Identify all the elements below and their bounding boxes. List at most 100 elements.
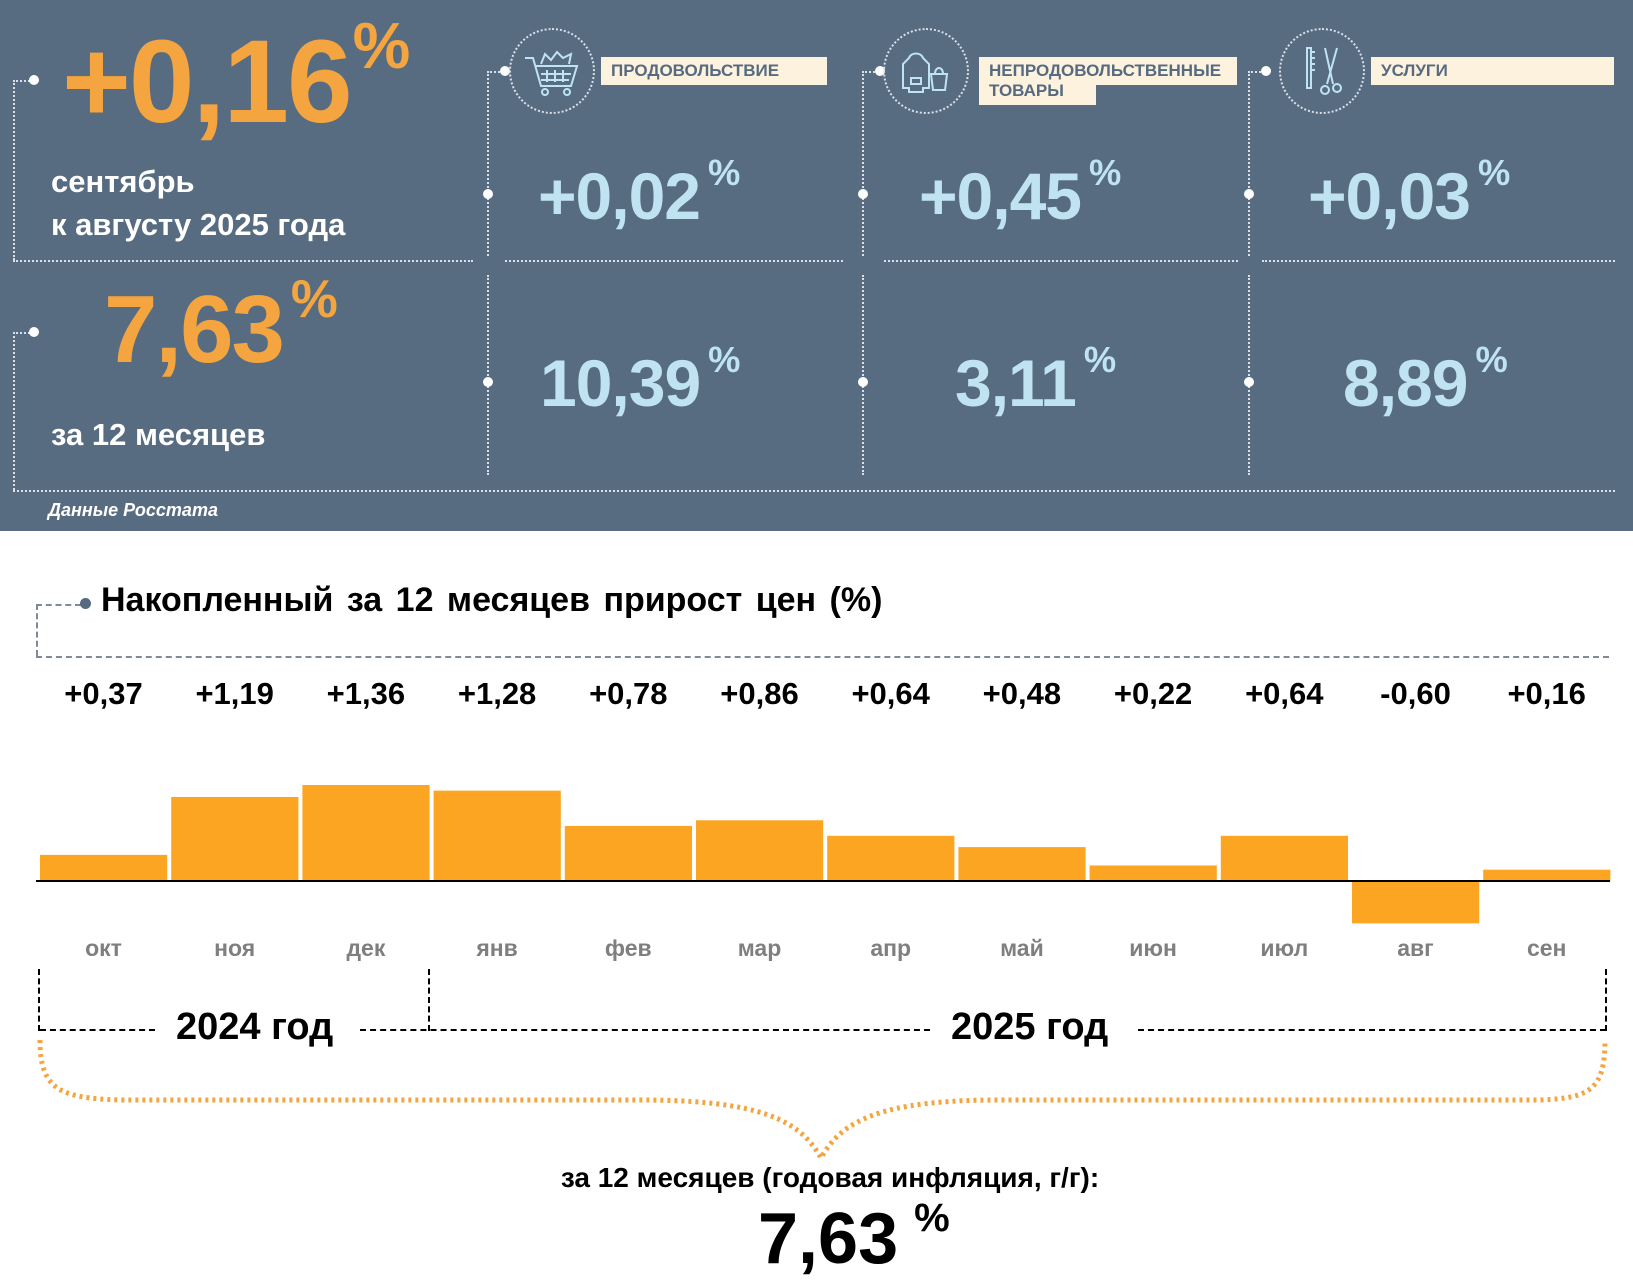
source-note: Данные Росстата [48, 500, 218, 520]
node-dot [858, 377, 868, 387]
year-label-2024: 2024 год [176, 1006, 334, 1048]
node-dot [483, 189, 493, 199]
shopping-cart-icon [509, 28, 595, 114]
node-dot [483, 377, 493, 387]
month-label: сен [1526, 935, 1567, 961]
food-annual-value: 10,39% [540, 339, 740, 420]
node-dot [1261, 66, 1271, 76]
bar-июн [1089, 865, 1217, 881]
bar-ноя [171, 796, 299, 881]
divider [884, 260, 1238, 262]
year-line [1138, 1029, 1606, 1031]
value-label: +0,64 [851, 676, 930, 711]
connector [1248, 275, 1250, 475]
category-label-food: ПРОДОВОЛЬСТВИЕ [601, 57, 827, 85]
node-dot [500, 66, 510, 76]
bar-фев [564, 825, 692, 881]
bar-июл [1220, 835, 1348, 881]
node-dot [29, 327, 39, 337]
category-label-nonfood-line2: ТОВАРЫ [979, 80, 1096, 105]
month-label: мар [737, 935, 782, 961]
title-divider [36, 656, 1609, 658]
bar-сен [1483, 869, 1611, 881]
value-label: +0,37 [64, 676, 143, 711]
divider [13, 490, 1615, 492]
value-label: +0,16 [1507, 676, 1586, 711]
bar-янв [433, 790, 561, 881]
title-dot [80, 598, 91, 609]
value-label: +0,86 [720, 676, 799, 711]
clothing-bag-icon [883, 28, 969, 114]
services-annual-value: 8,89% [1343, 339, 1508, 420]
month-label: янв [476, 935, 518, 961]
annual-inflation-value: 7,63% [104, 270, 338, 383]
annual-caption: за 12 месяцев [51, 417, 266, 452]
node-dot [875, 66, 885, 76]
chart-title: Накопленный за 12 месяцев прирост цен (%… [101, 581, 883, 619]
month-label: фев [604, 935, 652, 961]
month-label: дек [346, 935, 386, 961]
connector [13, 332, 15, 490]
food-monthly-value: +0,02% [538, 152, 740, 233]
bar-мар [696, 820, 824, 881]
month-label: ноя [214, 935, 256, 961]
connector [1248, 71, 1250, 256]
connector [487, 71, 507, 73]
year-bracket-left [38, 969, 40, 1031]
title-bracket [36, 604, 81, 656]
connector [862, 71, 864, 256]
nonfood-monthly-value: +0,45% [919, 152, 1121, 233]
node-dot [858, 189, 868, 199]
value-label: -0,60 [1380, 676, 1451, 711]
connector [862, 275, 864, 475]
value-label: +0,78 [589, 676, 668, 711]
connector [13, 80, 15, 260]
value-label: +1,19 [195, 676, 274, 711]
year-line [360, 1029, 930, 1031]
nonfood-annual-value: 3,11% [955, 339, 1116, 420]
monthly-inflation-value: +0,16% [62, 9, 410, 148]
year-bracket-mid [428, 969, 430, 1031]
divider [13, 260, 473, 262]
connector [862, 71, 882, 73]
bar-авг [1352, 881, 1480, 924]
bar-chart [36, 784, 1611, 924]
divider [1262, 260, 1615, 262]
connector [13, 332, 33, 334]
node-dot [1244, 377, 1254, 387]
bar-дек [302, 784, 430, 881]
node-dot [29, 75, 39, 85]
value-label: +0,22 [1113, 676, 1193, 711]
connector [13, 80, 33, 82]
summary-value: 7,63% [758, 1196, 950, 1279]
node-dot [1244, 189, 1254, 199]
monthly-caption-line2: к августу 2025 года [51, 207, 346, 242]
divider [505, 260, 843, 262]
summary-caption: за 12 месяцев (годовая инфляция, г/г): [560, 1162, 1100, 1193]
value-label: +1,36 [326, 676, 406, 711]
monthly-caption-line1: сентябрь [51, 164, 195, 199]
connector [1248, 71, 1268, 73]
category-label-services: УСЛУГИ [1371, 57, 1614, 85]
month-label: авг [1397, 935, 1434, 961]
month-label: окт [85, 935, 122, 961]
month-label: июл [1260, 935, 1309, 961]
bar-апр [827, 835, 955, 881]
brace [37, 1039, 1608, 1164]
services-monthly-value: +0,03% [1308, 152, 1510, 233]
bar-окт [40, 854, 168, 881]
value-label: +0,48 [982, 676, 1062, 711]
year-bracket-right [1605, 969, 1607, 1031]
value-label: +0,64 [1245, 676, 1324, 711]
month-label: июн [1129, 935, 1177, 961]
comb-scissors-icon [1279, 28, 1365, 114]
bar-май [958, 847, 1086, 881]
category-label-nonfood-line1: НЕПРОДОВОЛЬСТВЕННЫЕ [979, 57, 1237, 85]
summary-panel: +0,16% сентябрь к августу 2025 года 7,63… [0, 0, 1633, 531]
value-label: +1,28 [457, 676, 537, 711]
month-label: май [1000, 935, 1044, 961]
year-line [40, 1029, 155, 1031]
month-label: апр [870, 935, 912, 961]
connector [487, 275, 489, 475]
year-label-2025: 2025 год [951, 1006, 1109, 1048]
